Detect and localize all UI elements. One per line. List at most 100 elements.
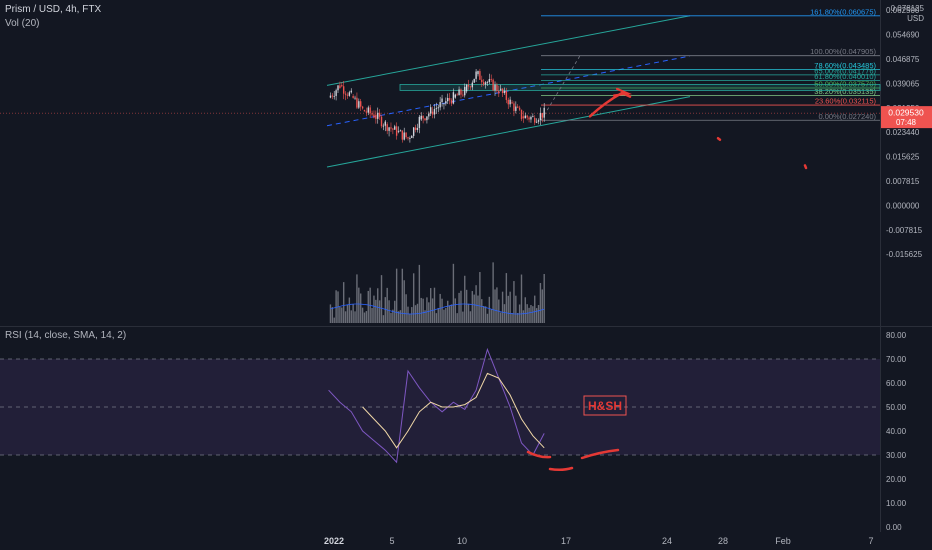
candle-body	[329, 95, 332, 98]
rsi-tick: 10.00	[886, 499, 907, 508]
candle-body	[390, 127, 392, 129]
volume-bar	[509, 291, 511, 323]
candle-body	[360, 101, 362, 107]
candle-body	[350, 90, 352, 93]
volume-bar	[517, 312, 519, 323]
volume-bar	[501, 291, 504, 323]
volume-bar	[445, 308, 447, 323]
volume-bar	[363, 312, 366, 323]
candle-body	[426, 116, 428, 121]
currency-label: 0.078125 USD	[891, 4, 924, 24]
volume-bar	[464, 275, 466, 323]
price-tick: -0.007815	[886, 226, 923, 235]
candle-body	[339, 85, 341, 88]
candle-body	[490, 79, 492, 80]
candle-body	[424, 118, 426, 121]
candle-body	[439, 102, 441, 108]
volume-bar	[361, 307, 364, 323]
rsi-legend[interactable]: RSI (14, close, SMA, 14, 2)	[5, 330, 127, 341]
volume-bar	[477, 295, 479, 323]
volume-bar	[356, 274, 358, 323]
candle-body	[341, 85, 343, 87]
volume-bar	[352, 303, 354, 323]
candle-body	[401, 130, 404, 140]
volume-bar	[401, 268, 404, 323]
fib-level-label: 50.00%(0.037570)	[814, 80, 876, 89]
candle-body	[535, 121, 538, 123]
volume-bar	[524, 297, 526, 323]
volume-bar	[367, 290, 369, 323]
candle-body	[441, 98, 443, 103]
symbol-legend[interactable]: Prism / USD, 4h, FTX	[5, 4, 102, 15]
channel-lower	[326, 96, 691, 168]
currency-top-tick: 0.078125	[890, 4, 924, 13]
candle-body	[384, 121, 386, 126]
candle-body	[484, 82, 487, 85]
volume-bar	[458, 292, 460, 323]
candle-body	[382, 125, 385, 127]
volume-bar	[535, 308, 538, 323]
candle-body	[346, 94, 349, 96]
volume-bar	[354, 311, 356, 323]
fib-zone	[399, 84, 881, 91]
volume-bar	[499, 312, 502, 323]
candle-body	[509, 99, 511, 105]
volume-bar	[537, 305, 540, 323]
volume-bar	[339, 307, 341, 323]
volume-bar	[382, 315, 385, 323]
candle-body	[528, 117, 530, 120]
volume-bar	[380, 275, 383, 323]
price-tick: 0.015625	[886, 153, 920, 162]
time-tick: 28	[718, 536, 728, 546]
candle-body	[520, 109, 523, 120]
volume-bar	[494, 289, 496, 323]
volume-bar	[430, 288, 432, 323]
candle-body	[337, 85, 339, 91]
candle-body	[378, 112, 381, 117]
price-tick: 0.000000	[886, 201, 920, 210]
projection-arrowhead	[612, 87, 633, 97]
volume-bar	[454, 298, 456, 323]
hs-left-shoulder	[526, 450, 552, 459]
volume-bar	[486, 313, 489, 323]
candle-body	[437, 107, 439, 109]
candle-body	[526, 115, 528, 118]
volume-bar	[409, 313, 411, 323]
time-tick: 2022	[324, 536, 344, 546]
volume-bar	[492, 262, 494, 323]
channel-upper	[326, 15, 691, 86]
candle-body	[412, 127, 415, 136]
rsi-line	[328, 347, 545, 464]
candle-body	[422, 115, 424, 119]
volume-legend[interactable]: Vol (20)	[5, 18, 40, 29]
volume-bar	[462, 311, 464, 323]
volume-bar	[475, 285, 477, 323]
candle-body	[488, 79, 491, 82]
volume-bar	[481, 299, 483, 323]
volume-bar	[426, 297, 428, 323]
candle-body	[517, 106, 519, 108]
candle-body	[445, 101, 447, 104]
candle-body	[511, 102, 513, 104]
candle-body	[515, 106, 517, 111]
rsi-tick: 30.00	[886, 451, 907, 460]
candle-body	[431, 111, 434, 115]
price-badge	[881, 106, 932, 129]
candle-body	[363, 110, 366, 112]
volume-bar	[397, 311, 400, 323]
volume-bar	[384, 297, 386, 323]
volume-bar	[469, 311, 472, 323]
candle-body	[418, 116, 421, 128]
rsi-tick: 40.00	[886, 427, 907, 436]
candle-body	[539, 112, 542, 121]
volume-bar	[541, 289, 544, 323]
volume-bar	[539, 283, 542, 323]
volume-bar	[348, 297, 351, 323]
fib-level-label: 161.80%(0.060675)	[810, 7, 876, 16]
candle-body	[458, 89, 460, 96]
candle-body	[414, 127, 417, 130]
volume-bar	[543, 274, 545, 323]
candle-body	[475, 71, 477, 79]
